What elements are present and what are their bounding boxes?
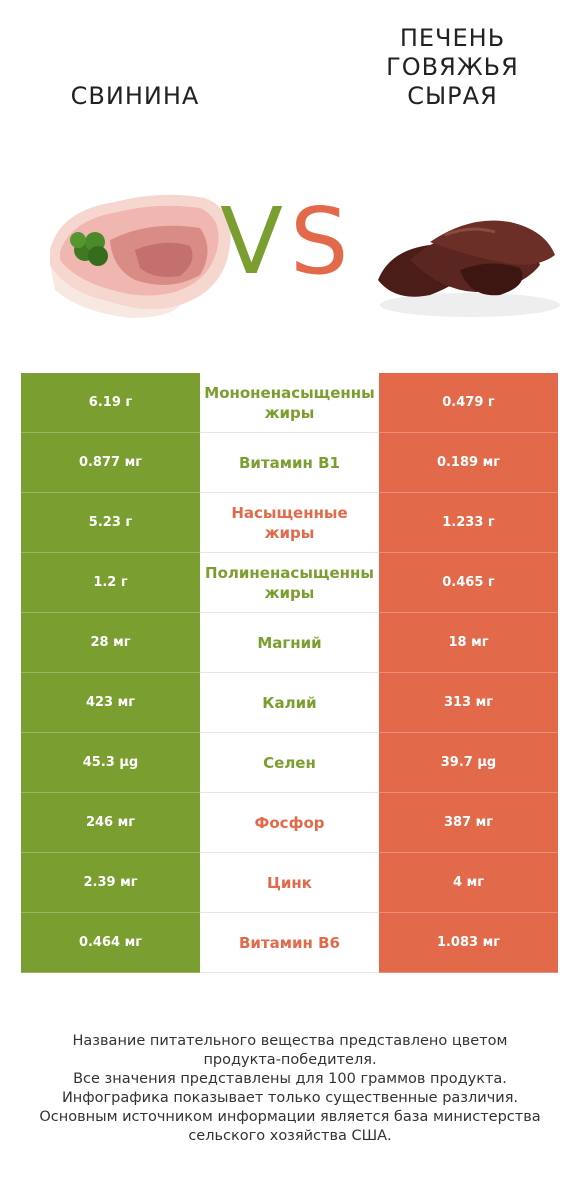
nutrient-name-line: Насыщенные [231,503,348,522]
table-row: 0.877 мг Витамин B1 0.189 мг [21,433,558,493]
right-value: 1.233 г [379,493,558,553]
nutrient-name-line: Селен [263,753,316,772]
table-row: 1.2 г Полиненасыщенны жиры 0.465 г [21,553,558,613]
nutrient-name: Полиненасыщенны жиры [200,553,379,613]
table-row: 5.23 г Насыщенные жиры 1.233 г [21,493,558,553]
right-value: 0.479 г [379,373,558,433]
nutrient-name: Магний [200,613,379,673]
beef-liver-image [378,220,560,317]
table-row: 2.39 мг Цинк 4 мг [21,853,558,913]
left-value: 423 мг [21,673,200,733]
table-row: 423 мг Калий 313 мг [21,673,558,733]
right-value: 39.7 µg [379,733,558,793]
footer-line: Основным источником информации является … [39,1109,541,1125]
nutrient-name-line: жиры [264,403,315,422]
footer-line: продукта-победителя. [203,1052,377,1068]
table-row: 45.3 µg Селен 39.7 µg [21,733,558,793]
comparison-table: 6.19 г Мононенасыщенны жиры 0.479 г 0.877 мг… [21,373,558,973]
right-value: 387 мг [379,793,558,853]
left-value: 28 мг [21,613,200,673]
vs-letter-s: S [290,188,349,295]
right-value: 313 мг [379,673,558,733]
nutrient-name: Витамин B1 [200,433,379,493]
left-value: 45.3 µg [21,733,200,793]
footer-line: Название питательного вещества представл… [72,1033,508,1049]
footer-line: сельского хозяйства США. [188,1128,392,1144]
nutrient-name: Насыщенные жиры [200,493,379,553]
nutrient-name: Калий [200,673,379,733]
right-title-line: Сырая [407,82,498,110]
footer-line: Инфографика показывает только существенн… [61,1090,519,1106]
left-value: 246 мг [21,793,200,853]
table-row: 0.464 мг Витамин B6 1.083 мг [21,913,558,973]
right-title-line: Печень [399,24,506,52]
left-value: 0.464 мг [21,913,200,973]
footer-notes: Название питательного вещества представл… [0,1032,580,1146]
vs-label: V S [218,192,358,292]
table-row: 246 мг Фосфор 387 мг [21,793,558,853]
nutrient-name-line: Цинк [267,873,312,892]
right-value: 0.465 г [379,553,558,613]
nutrient-name: Селен [200,733,379,793]
left-value: 5.23 г [21,493,200,553]
left-food-title: Свинина [70,82,200,110]
left-value: 0.877 мг [21,433,200,493]
footer-line: Все значения представлены для 100 граммо… [73,1071,507,1087]
nutrient-name: Цинк [200,853,379,913]
vs-letter-v: V [220,188,283,295]
nutrient-name-line: Магний [257,633,322,652]
right-title-line: Говяжья [386,53,519,81]
table-row: 6.19 г Мононенасыщенны жиры 0.479 г [21,373,558,433]
nutrient-name-line: жиры [264,583,315,602]
nutrient-name-line: Мононенасыщенны [204,383,375,402]
nutrient-name-line: Полиненасыщенны [205,563,374,582]
nutrient-name-line: жиры [264,523,315,542]
nutrient-name-line: Калий [262,693,317,712]
right-value: 1.083 мг [379,913,558,973]
nutrient-name-line: Фосфор [254,813,325,832]
nutrient-name: Мононенасыщенны жиры [200,373,379,433]
left-value: 6.19 г [21,373,200,433]
nutrient-name-line: Витамин B6 [239,933,340,952]
table-row: 28 мг Магний 18 мг [21,613,558,673]
nutrient-name-line: Витамин B1 [239,453,340,472]
right-value: 0.189 мг [379,433,558,493]
right-value: 4 мг [379,853,558,913]
right-value: 18 мг [379,613,558,673]
left-value: 2.39 мг [21,853,200,913]
pork-image [50,194,231,318]
nutrient-name: Фосфор [200,793,379,853]
left-value: 1.2 г [21,553,200,613]
nutrient-name: Витамин B6 [200,913,379,973]
right-food-title: Печень Говяжья Сырая [330,24,575,111]
